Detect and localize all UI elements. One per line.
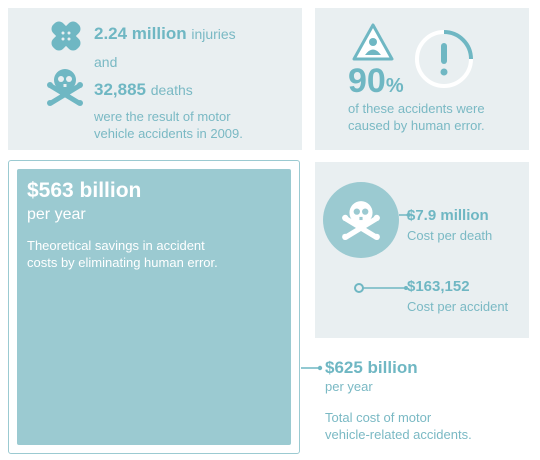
exclamation-circle-icon xyxy=(415,30,473,88)
skull-crossbones-icon xyxy=(47,69,83,106)
bandage-icon xyxy=(51,21,81,51)
injuries-value: 2.24 million xyxy=(94,24,187,43)
total-cost-period: per year xyxy=(325,379,373,394)
deaths-line: 32,885 deaths xyxy=(94,80,193,100)
accident-cost-value: $163,152 xyxy=(407,278,470,295)
savings-amount: $563 billion xyxy=(27,179,142,202)
injuries-line: 2.24 million injuries xyxy=(94,24,236,44)
total-cost-description: Total cost of motor vehicle-related acci… xyxy=(325,409,472,443)
percent-display: 90% xyxy=(348,63,404,104)
injuries-label: injuries xyxy=(191,26,236,42)
human-error-caption-line2: caused by human error. xyxy=(348,118,485,133)
deaths-label: deaths xyxy=(150,82,193,98)
savings-panel-outline: $563 billion per year Theoretical saving… xyxy=(8,160,300,454)
human-error-caption-line1: of these accidents were xyxy=(348,101,485,116)
savings-description-line1: Theoretical savings in accident xyxy=(27,238,205,253)
stats-panel: 2.24 million injuries and 32,885 deaths … xyxy=(8,8,302,150)
result-text-line1: were the result of motor xyxy=(94,109,231,124)
accident-dot-icon xyxy=(354,283,408,293)
total-cost-description-line1: Total cost of motor xyxy=(325,410,432,425)
percent-value: 90 xyxy=(348,62,386,100)
result-text-line2: vehicle accidents in 2009. xyxy=(94,126,243,141)
savings-period: per year xyxy=(27,206,86,223)
total-cost-description-line2: vehicle-related accidents. xyxy=(325,427,472,442)
result-text: were the result of motor vehicle acciden… xyxy=(94,108,243,142)
accident-cost-label: Cost per accident xyxy=(407,299,509,314)
cost-panel: $7.9 million Cost per death $163,152 Cos… xyxy=(315,162,529,338)
percent-sign: % xyxy=(385,75,404,97)
human-error-panel: 90% of these accidents were caused by hu… xyxy=(315,8,529,150)
savings-description-line2: costs by eliminating human error. xyxy=(27,255,218,270)
death-cost-value: $7.9 million xyxy=(407,207,489,224)
deaths-value: 32,885 xyxy=(94,80,146,99)
savings-description: Theoretical savings in accident costs by… xyxy=(27,237,218,271)
total-cost-amount: $625 billion xyxy=(325,358,418,377)
human-error-caption: of these accidents were caused by human … xyxy=(348,100,485,134)
total-cost-connector xyxy=(301,365,323,371)
death-cost-connector xyxy=(399,213,411,217)
skull-crossbones-icon-white xyxy=(342,201,380,240)
death-cost-label: Cost per death xyxy=(407,228,493,243)
savings-panel: $563 billion per year Theoretical saving… xyxy=(17,169,291,445)
and-text: and xyxy=(94,54,118,70)
warning-person-icon xyxy=(352,23,394,61)
